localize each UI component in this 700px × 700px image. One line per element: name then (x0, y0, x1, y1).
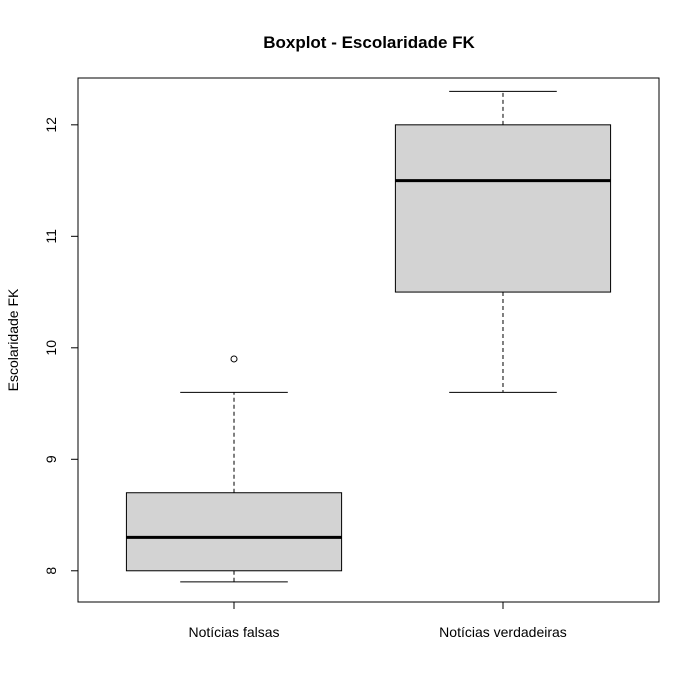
box-iqr (125, 492, 343, 572)
x-axis: Notícias falsas Notícias verdadeiras (188, 601, 567, 640)
boxes (125, 90, 612, 583)
box-iqr (394, 124, 612, 293)
box-1 (125, 355, 343, 583)
y-tick-label: 11 (43, 229, 59, 244)
y-axis-label: Escolaridade FK (5, 288, 21, 391)
y-tick-label: 10 (43, 340, 59, 356)
chart-title: Boxplot - Escolaridade FK (263, 33, 475, 52)
y-tick-label: 12 (43, 117, 59, 133)
x-tick-label: Notícias verdadeiras (439, 624, 567, 640)
x-tick-label: Notícias falsas (188, 624, 279, 640)
y-tick-label: 9 (43, 455, 59, 463)
y-axis: 8 9 10 11 12 (43, 117, 79, 575)
box-2 (394, 90, 612, 393)
y-tick-label: 8 (43, 567, 59, 575)
outlier-point (230, 355, 238, 363)
